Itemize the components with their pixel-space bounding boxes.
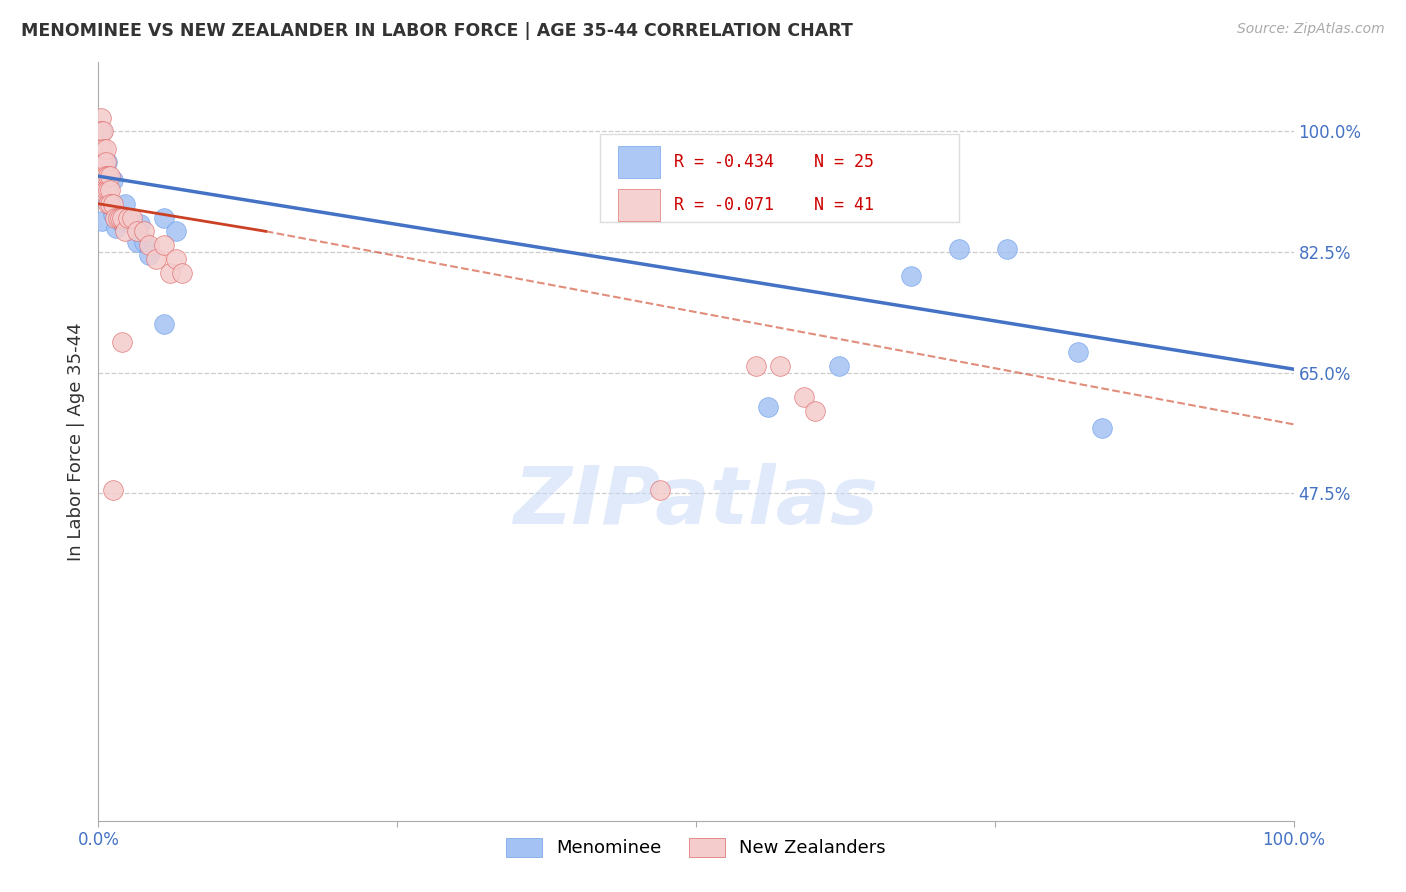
Point <box>138 248 160 262</box>
Point <box>108 214 131 228</box>
Point <box>153 318 176 332</box>
Point <box>114 196 136 211</box>
Point <box>94 155 117 169</box>
Y-axis label: In Labor Force | Age 35-44: In Labor Force | Age 35-44 <box>66 322 84 561</box>
Point <box>96 194 118 208</box>
Point <box>165 224 187 238</box>
Point <box>91 172 114 186</box>
Legend: Menominee, New Zealanders: Menominee, New Zealanders <box>499 830 893 864</box>
Point <box>90 169 112 184</box>
FancyBboxPatch shape <box>600 135 959 221</box>
Point <box>98 169 122 184</box>
Point <box>108 211 131 225</box>
Point <box>159 266 181 280</box>
Point <box>121 218 143 232</box>
Point <box>172 266 194 280</box>
Point <box>153 211 176 225</box>
Point <box>91 124 114 138</box>
Point <box>117 211 139 225</box>
Point <box>90 183 112 197</box>
Point <box>145 252 167 266</box>
Point <box>111 211 134 225</box>
Point <box>91 214 114 228</box>
Point <box>648 483 672 497</box>
Point <box>125 224 148 238</box>
Text: Source: ZipAtlas.com: Source: ZipAtlas.com <box>1237 22 1385 37</box>
Point <box>768 359 790 373</box>
Point <box>111 334 134 349</box>
Point <box>121 211 143 225</box>
Point <box>101 196 124 211</box>
Point <box>107 211 129 225</box>
Point <box>900 269 922 284</box>
FancyBboxPatch shape <box>619 145 661 178</box>
Text: ZIPatlas: ZIPatlas <box>513 463 879 541</box>
Point <box>97 183 120 197</box>
Point <box>97 196 120 211</box>
Point <box>96 155 118 169</box>
Point <box>804 403 827 417</box>
Point <box>129 218 152 232</box>
Point <box>91 169 114 184</box>
Point <box>1091 421 1114 435</box>
Point <box>94 142 117 156</box>
Point <box>1067 345 1090 359</box>
Point <box>117 214 139 228</box>
Point <box>90 155 112 169</box>
Point <box>132 224 155 238</box>
Point <box>114 224 136 238</box>
Point <box>793 390 815 404</box>
Point <box>165 252 187 266</box>
Point <box>91 155 114 169</box>
Point <box>90 124 112 138</box>
Point <box>97 169 120 184</box>
Point <box>101 172 124 186</box>
Point <box>91 124 114 138</box>
Point <box>94 169 117 184</box>
Point <box>94 183 117 197</box>
Point <box>756 400 779 414</box>
Text: R = -0.071    N = 41: R = -0.071 N = 41 <box>675 196 875 214</box>
Point <box>132 235 155 249</box>
Point <box>828 359 851 373</box>
Point <box>98 183 122 197</box>
Text: MENOMINEE VS NEW ZEALANDER IN LABOR FORCE | AGE 35-44 CORRELATION CHART: MENOMINEE VS NEW ZEALANDER IN LABOR FORC… <box>21 22 853 40</box>
Point <box>104 211 127 225</box>
Point <box>745 359 768 373</box>
Point <box>98 196 122 211</box>
FancyBboxPatch shape <box>619 189 661 221</box>
Point <box>105 220 128 235</box>
Point <box>90 142 112 156</box>
Point <box>153 238 176 252</box>
Point <box>101 207 124 221</box>
Point <box>138 238 160 252</box>
Point <box>125 235 148 249</box>
Point <box>91 142 114 156</box>
Text: R = -0.434    N = 25: R = -0.434 N = 25 <box>675 153 875 170</box>
Point <box>101 483 124 497</box>
Point <box>995 242 1018 256</box>
Point <box>948 242 970 256</box>
Point <box>90 111 112 125</box>
Point <box>91 155 114 169</box>
